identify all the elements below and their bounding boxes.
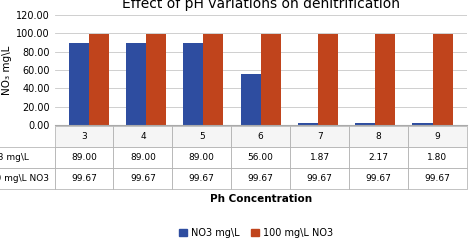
- Bar: [126, 44, 146, 125]
- Bar: [375, 34, 395, 125]
- Bar: [69, 44, 89, 125]
- Bar: [261, 34, 281, 125]
- Legend: NO3 mg\L, 100 mg\L NO3: NO3 mg\L, 100 mg\L NO3: [175, 224, 337, 242]
- Bar: [432, 34, 453, 125]
- Bar: [146, 34, 166, 125]
- Bar: [318, 34, 338, 125]
- Bar: [298, 123, 318, 125]
- Y-axis label: NO₃ mg\L: NO₃ mg\L: [2, 45, 12, 95]
- Bar: [203, 34, 223, 125]
- Bar: [89, 34, 109, 125]
- Bar: [241, 74, 261, 125]
- Text: Ph Concentration: Ph Concentration: [210, 194, 312, 204]
- Bar: [355, 123, 375, 125]
- Bar: [183, 44, 203, 125]
- Title: Effect of pH variations on denitrification: Effect of pH variations on denitrificati…: [122, 0, 400, 11]
- Bar: [412, 123, 432, 125]
